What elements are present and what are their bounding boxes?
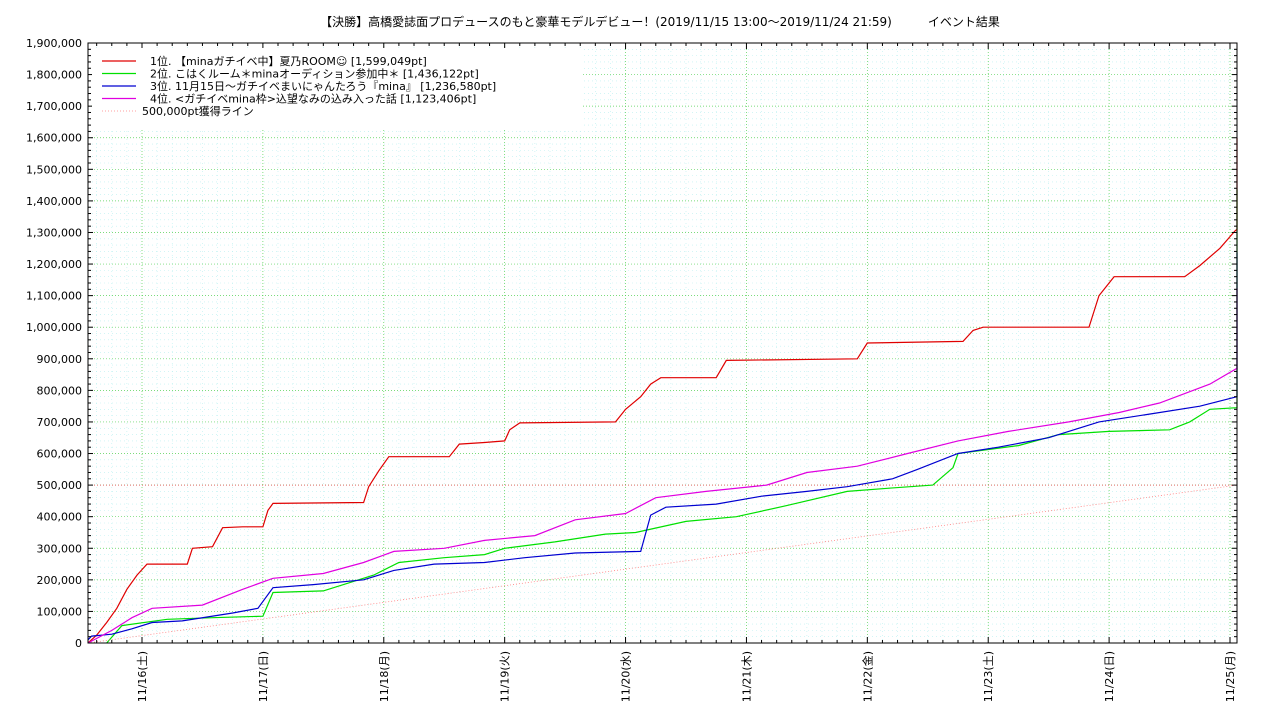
x-tick-label: 11/21(木) [740,651,753,702]
y-tick-label: 1,600,000 [26,132,82,145]
y-tick-label: 1,700,000 [26,100,82,113]
x-tick-label: 11/18(月) [378,651,391,702]
legend: 1位. 【minaガチイベ中】夏乃ROOM☺ [1,599,049pt]2位. … [92,48,582,128]
x-tick-label: 11/23(土) [982,651,995,702]
legend-entry: 4位. <ガチイベmina枠>込望なみの込み入った話 [1,123,406pt] [150,92,476,106]
y-tick-label: 800,000 [37,384,83,397]
legend-entry: 3位. 11月15日〜ガチイベまいにゃんたろう『mina』 [1,236,580… [150,79,496,93]
series-line-4 [87,288,1238,644]
y-tick-label: 1,900,000 [26,37,82,50]
chart-title: 【決勝】高橋愛誌面プロデュースのもと豪華モデルデビュー！(2019/11/15 … [320,14,1000,29]
x-tick-label: 11/16(土) [136,651,149,702]
x-axis: 11/16(土) 11/17(日) 11/18(月) 11/19(火) 11/20(水)… [96,43,1237,702]
series-line-3 [87,252,1238,641]
y-tick-label: 900,000 [37,353,83,366]
y-tick-label: 1,200,000 [26,258,82,271]
y-tick-label: 400,000 [37,511,83,524]
grid [88,43,1237,643]
y-tick-label: 300,000 [37,542,83,555]
y-tick-label: 200,000 [37,574,83,587]
x-tick-label: 11/22(金) [860,651,874,702]
x-tick-label: 11/20(水) [620,651,633,702]
legend-entry: 500,000pt獲得ライン [142,105,254,118]
y-tick-label: 1,500,000 [26,163,82,176]
y-tick-label: 0 [75,637,82,650]
y-axis: 0 100,000 200,000 300,000 400,000 500,000 600,… [26,37,1237,650]
legend-entry: 2位. こはくルーム＊minaオーディション参加中＊ [1,436,122pt] [150,67,479,81]
x-tick-label: 11/17(日) [257,651,270,702]
y-tick-label: 1,000,000 [26,321,82,334]
y-tick-label: 1,800,000 [26,69,82,82]
legend-entry: 1位. 【minaガチイベ中】夏乃ROOM☺ [1,599,049pt] [150,54,427,68]
series-line-1 [87,138,1238,644]
x-tick-label: 11/19(火) [499,651,512,702]
y-tick-label: 1,400,000 [26,195,82,208]
y-tick-label: 600,000 [37,448,83,461]
y-tick-label: 1,300,000 [26,226,82,239]
x-tick-label: 11/25(月) [1224,651,1237,702]
y-tick-label: 100,000 [37,605,83,618]
plot-frame [87,42,1238,644]
series-line-5 [87,484,1238,644]
y-tick-label: 500,000 [37,479,83,492]
legend-box [92,48,582,128]
y-tick-label: 1,100,000 [26,290,82,303]
y-tick-label: 700,000 [37,416,83,429]
x-tick-label: 11/24(日) [1103,651,1116,702]
